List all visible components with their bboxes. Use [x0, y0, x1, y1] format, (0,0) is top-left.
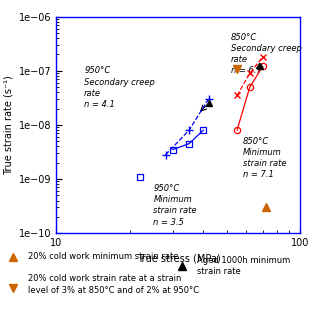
- Y-axis label: True strain rate (s⁻¹): True strain rate (s⁻¹): [3, 75, 13, 175]
- Text: 20% cold work minimum strain rate: 20% cold work minimum strain rate: [28, 252, 179, 261]
- Text: 850°C
Minimum
strain rate
n = 7.1: 850°C Minimum strain rate n = 7.1: [243, 137, 286, 179]
- Text: 950°C
Secondary creep
rate
n = 4.1: 950°C Secondary creep rate n = 4.1: [84, 67, 155, 109]
- Text: 950°C
Minimum
strain rate
n = 3.5: 950°C Minimum strain rate n = 3.5: [153, 184, 197, 226]
- X-axis label: True stress (MPa): True stress (MPa): [136, 253, 220, 263]
- Text: Aged 1000h minimum
strain rate: Aged 1000h minimum strain rate: [197, 256, 290, 276]
- Text: 20% cold work strain rate at a strain
level of 3% at 850°C and of 2% at 950°C: 20% cold work strain rate at a strain le…: [28, 274, 199, 295]
- Text: 850°C
Secondary creep
rate
n = 6.7: 850°C Secondary creep rate n = 6.7: [231, 33, 302, 75]
